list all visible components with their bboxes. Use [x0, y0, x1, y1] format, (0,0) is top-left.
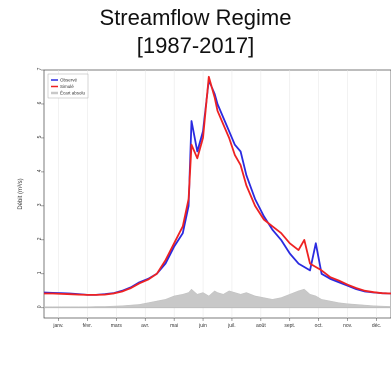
x-tick-label: déc. — [372, 323, 381, 329]
x-tick-label: mars — [111, 323, 123, 329]
x-tick-label: oct. — [315, 323, 323, 329]
y-tick-label: 4 — [37, 169, 43, 172]
x-tick-label: juin — [198, 323, 207, 329]
x-tick-label: août — [256, 323, 266, 329]
x-tick-label: avr. — [141, 323, 149, 329]
chart-title-line1: Streamflow Regime — [99, 5, 292, 30]
plot-frame — [43, 69, 391, 319]
series-abs-diff-area — [43, 288, 391, 309]
y-tick-label: 0 — [37, 305, 43, 308]
x-tick-label: nov. — [343, 323, 352, 329]
y-tick-label: 5 — [37, 135, 43, 138]
y-axis-label: Débit (m³/s) — [18, 178, 24, 209]
x-tick-label: janv. — [52, 323, 63, 329]
y-tick-label: 7 — [37, 67, 43, 70]
x-tick-label: mai — [170, 323, 178, 329]
y-tick-label: 2 — [37, 237, 43, 240]
x-tick-label: févr. — [83, 323, 92, 329]
y-tick-label: 1 — [37, 271, 43, 274]
y-tick-label: 6 — [37, 101, 43, 104]
x-tick-label: juil. — [227, 323, 236, 329]
x-tick-label: sept. — [284, 323, 295, 329]
legend-label-simulated: Simulé — [60, 84, 74, 89]
axes: janv. févr. mars avr. mai juin juil. août sept. o… — [37, 67, 381, 329]
series-layer — [43, 75, 391, 309]
y-tick-label: 3 — [37, 203, 43, 206]
series-simulated-line — [44, 75, 391, 296]
legend-label-abs_diff: Écart absolu — [60, 90, 86, 96]
chart-title-line2: [1987-2017] — [136, 33, 255, 58]
grid-lines — [44, 70, 391, 318]
legend-label-observed: Observé — [60, 78, 78, 83]
